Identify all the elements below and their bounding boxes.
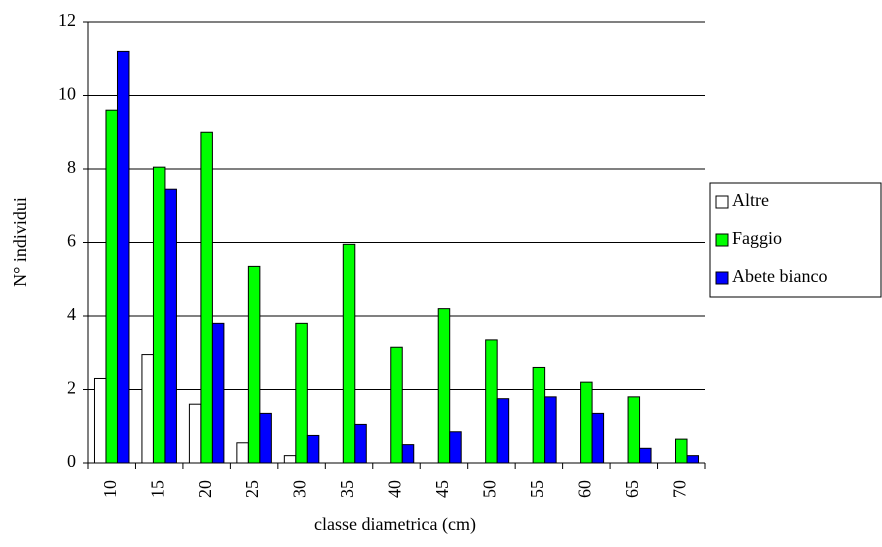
- bar: [544, 396, 557, 464]
- y-tick-label: 6: [67, 231, 76, 251]
- bar: [236, 442, 249, 464]
- bar: [485, 339, 498, 464]
- y-tick-label: 8: [67, 157, 76, 177]
- y-axis-label: N° individui: [10, 197, 30, 287]
- bar: [580, 381, 593, 464]
- bar: [200, 131, 213, 464]
- bar: [437, 308, 451, 464]
- bar: [496, 398, 510, 464]
- legend-label: Altre: [732, 190, 769, 210]
- x-tick-label: 40: [385, 480, 405, 498]
- bar: [188, 403, 202, 464]
- bar: [116, 50, 130, 464]
- x-tick-label: 50: [480, 480, 500, 498]
- x-tick-label: 60: [574, 480, 594, 498]
- y-tick-label: 10: [58, 84, 76, 104]
- x-tick-label: 15: [147, 480, 167, 498]
- x-tick-label: 35: [337, 480, 357, 498]
- legend-swatch: [715, 233, 729, 247]
- y-tick-label: 4: [67, 304, 76, 324]
- legend-swatch: [715, 271, 729, 285]
- bar: [295, 322, 308, 464]
- x-tick-label: 55: [527, 480, 547, 498]
- x-axis-label: classe diametrica (cm): [314, 514, 476, 535]
- bar: [686, 455, 700, 464]
- bar: [259, 412, 272, 464]
- bar: [401, 444, 415, 464]
- x-tick-label: 30: [290, 480, 310, 498]
- legend-box: [709, 182, 882, 298]
- x-tick-label: 20: [195, 480, 215, 498]
- bar: [283, 455, 297, 464]
- bar: [449, 431, 462, 464]
- x-tick-label: 70: [669, 480, 689, 498]
- bar: [342, 243, 356, 464]
- bar: [532, 366, 546, 464]
- bar: [93, 377, 107, 464]
- bar: [390, 346, 403, 464]
- bar: [675, 438, 688, 464]
- bar: [247, 265, 261, 464]
- y-tick-label: 2: [67, 378, 76, 398]
- bar: [152, 166, 166, 464]
- legend-label: Faggio: [732, 228, 782, 248]
- x-tick-label: 45: [432, 480, 452, 498]
- x-tick-label: 25: [242, 480, 262, 498]
- bar: [164, 188, 177, 464]
- bar: [639, 447, 652, 464]
- legend-swatch: [715, 195, 729, 209]
- bar: [211, 322, 225, 464]
- legend-label: Abete bianco: [732, 266, 827, 286]
- bar: [105, 109, 118, 464]
- x-tick-label: 65: [622, 480, 642, 498]
- bar: [627, 396, 641, 464]
- x-tick-label: 10: [100, 480, 120, 498]
- bar: [141, 354, 154, 464]
- bar: [591, 412, 605, 464]
- y-tick-label: 12: [58, 10, 76, 30]
- bar: [354, 423, 367, 464]
- y-tick-label: 0: [67, 451, 76, 471]
- bar: [306, 434, 320, 464]
